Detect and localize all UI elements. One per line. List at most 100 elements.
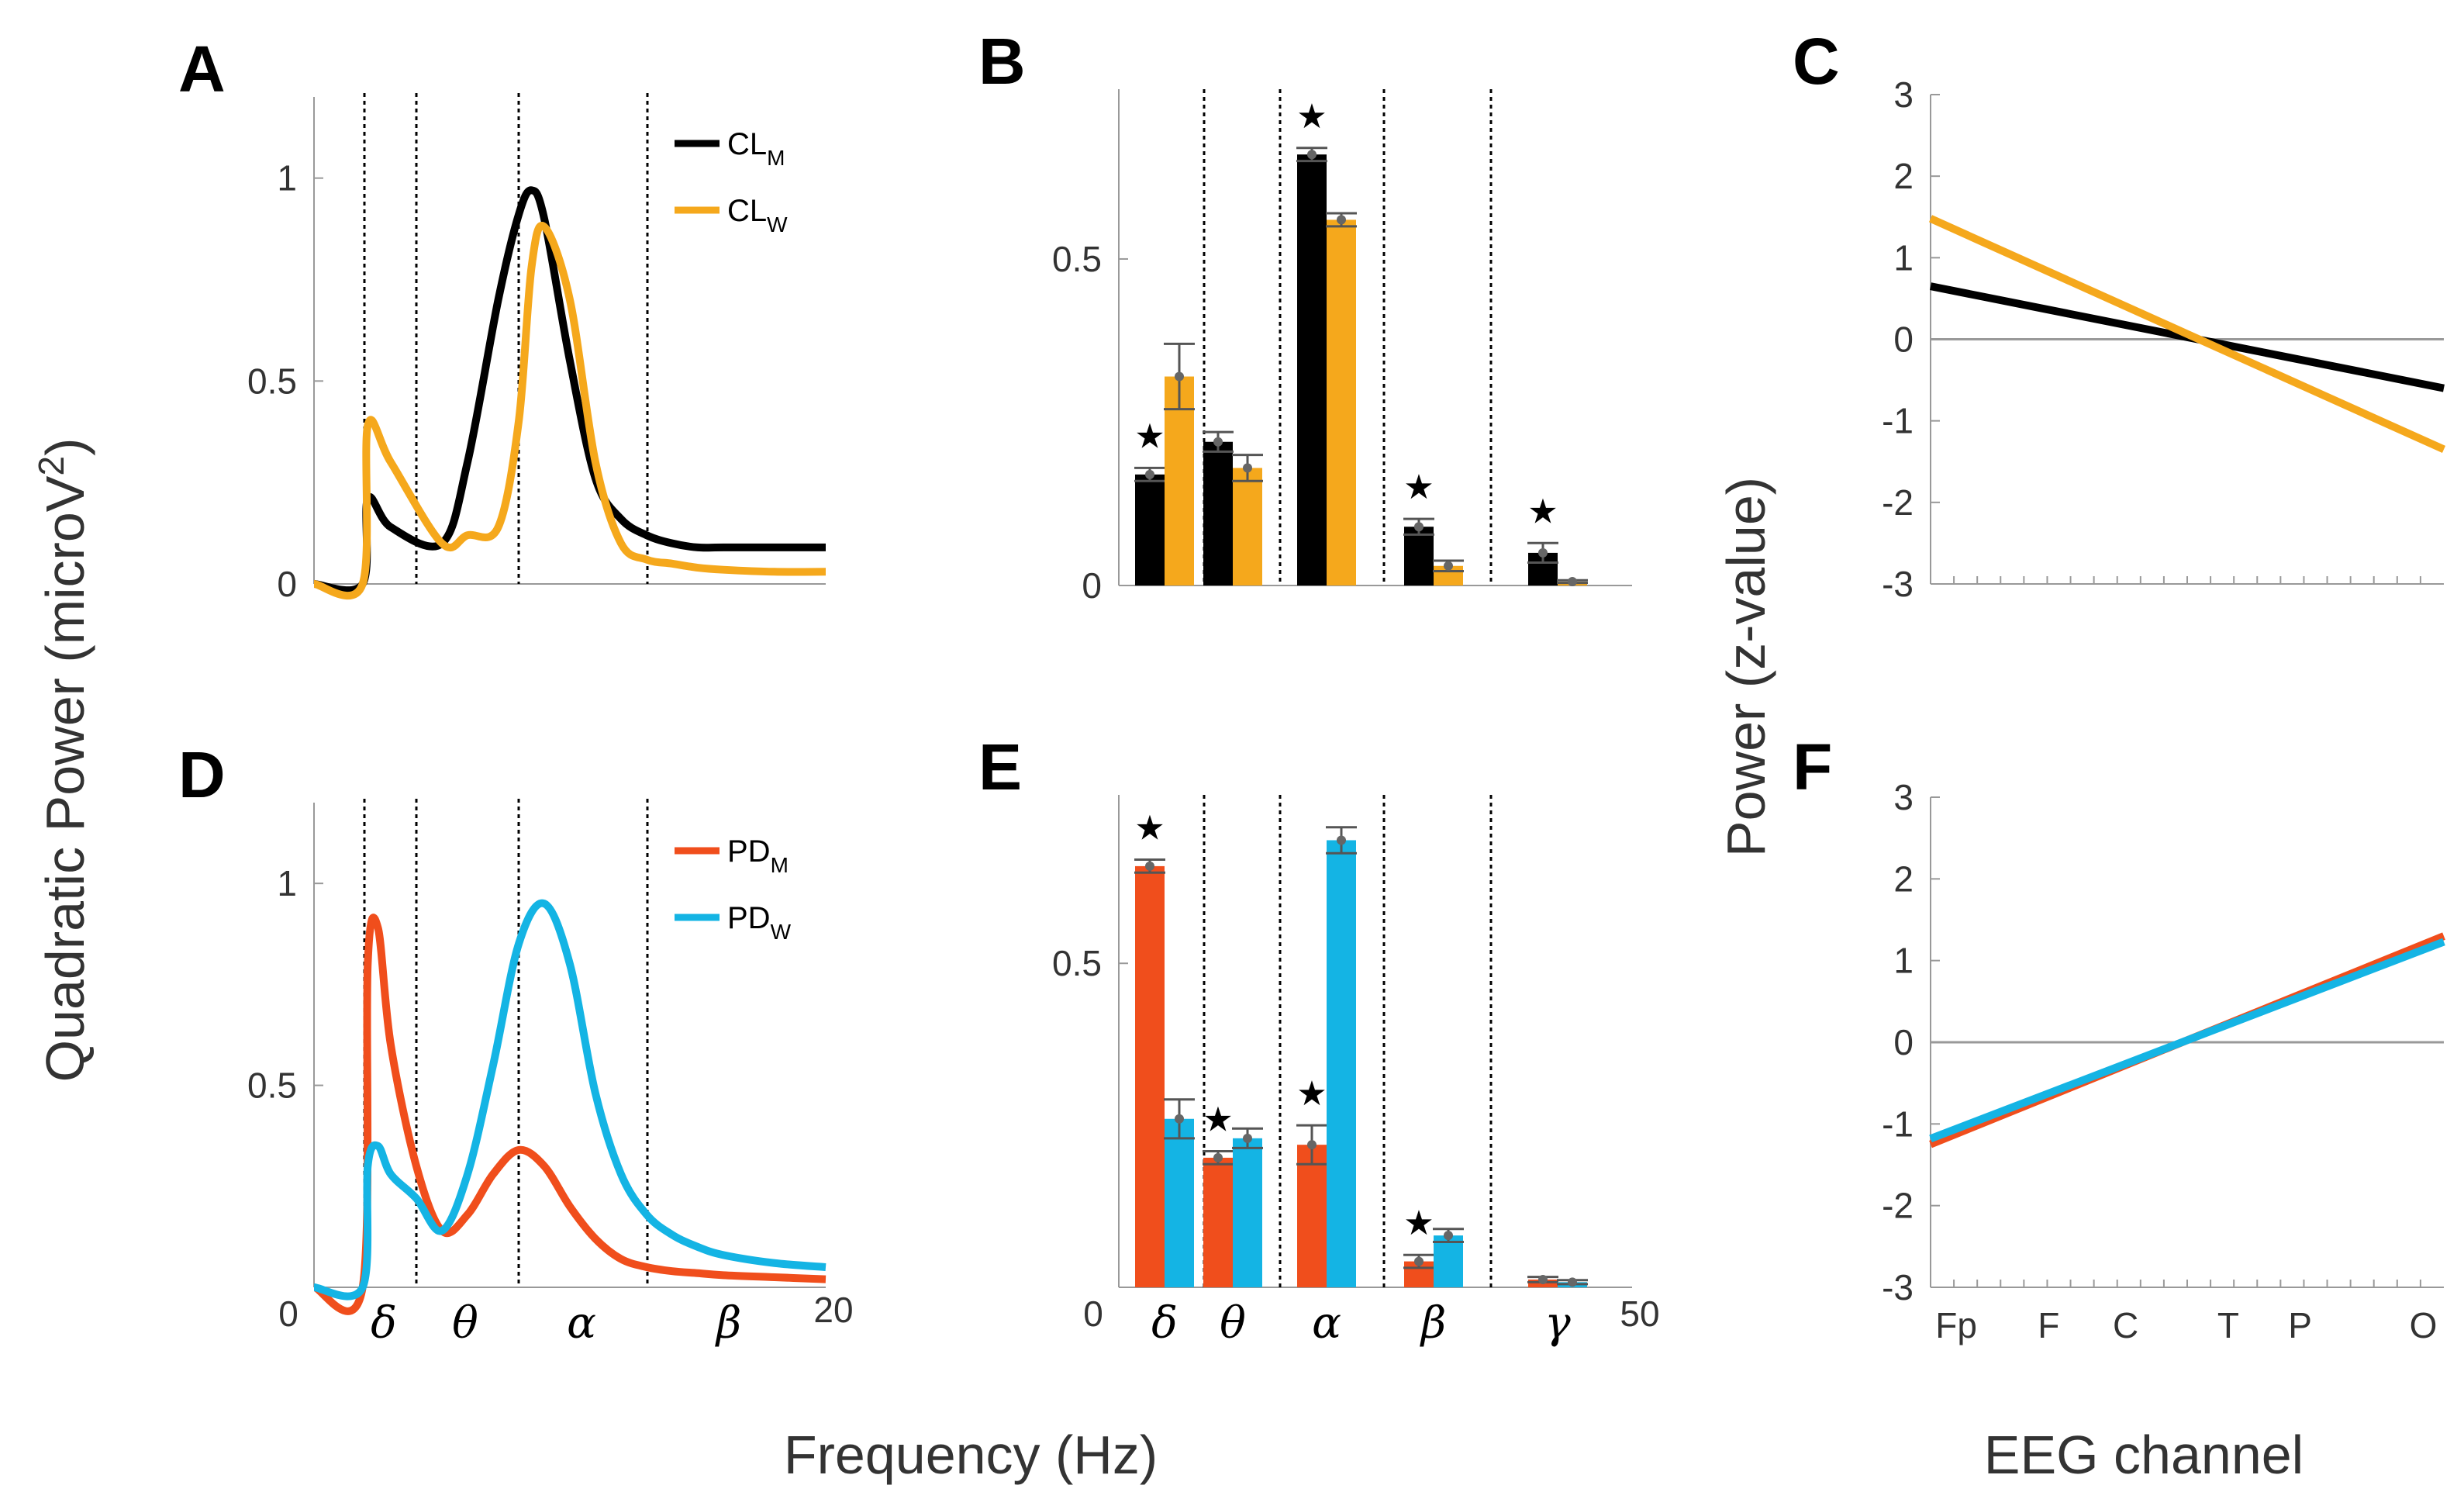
category-label-E: δ <box>1151 1298 1178 1349</box>
mean-dot-E <box>1175 1114 1184 1124</box>
mean-dot-B <box>1213 437 1223 447</box>
chart-B: B 0 0.5 ★ ★ ★ ★ <box>978 25 1632 606</box>
panel-letter-D: D <box>178 738 226 811</box>
figure-labels: Quadratic Power (microV2) Power (z-value… <box>31 438 2304 1485</box>
x-tick-label-F: T <box>2217 1305 2239 1345</box>
mean-dot-E <box>1213 1152 1223 1162</box>
category-label-E: α <box>1312 1298 1341 1349</box>
y-tick-label-A: 1 <box>277 158 297 199</box>
y-tick-label-B: 0 <box>1082 565 1102 606</box>
mean-dot-E <box>1414 1256 1424 1266</box>
mean-dot-E <box>1538 1274 1548 1284</box>
x-tick-label-F: Fp <box>1935 1305 1977 1345</box>
chart-D: D 0.5 1 PDM PDW 0 20 δ θ α β <box>178 738 854 1349</box>
x-tick-label-F: P <box>2288 1305 2312 1345</box>
mean-dot-B <box>1414 522 1424 532</box>
y-tick-label-C: 1 <box>1893 237 1914 278</box>
bar-B-CLM-3 <box>1404 527 1434 585</box>
chart-F: F -3 -2 -1 0 1 2 3 Fp F C T P O <box>1793 731 2445 1345</box>
x-tick-label-F: O <box>2410 1305 2438 1345</box>
series-line-D-PDM <box>312 914 827 1315</box>
category-label-E: β <box>1420 1298 1446 1349</box>
bar-B-CLW-1 <box>1233 468 1262 585</box>
mean-dot-B <box>1175 371 1184 382</box>
panel-letter-F: F <box>1793 731 1832 803</box>
bar-E-PDW-3 <box>1434 1235 1463 1287</box>
significance-star-B: ★ <box>1403 468 1434 507</box>
y-tick-label-B: 0.5 <box>1052 239 1102 279</box>
panel-letter-B: B <box>978 25 1026 98</box>
mean-dot-E <box>1444 1231 1453 1241</box>
significance-star-B: ★ <box>1527 492 1558 531</box>
panel-letter-A: A <box>178 33 226 105</box>
mean-dot-B <box>1538 547 1548 558</box>
significance-star-B: ★ <box>1296 97 1327 136</box>
mean-dot-B <box>1444 561 1453 571</box>
bar-E-PDW-2 <box>1327 840 1356 1287</box>
y-tick-label-D: 0.5 <box>247 1066 297 1106</box>
band-label-D: θ <box>452 1298 478 1349</box>
y-tick-label-A: 0.5 <box>247 361 297 401</box>
mean-dot-B <box>1145 469 1154 479</box>
panel-letter-C: C <box>1793 25 1840 98</box>
y-tick-label-C: 3 <box>1893 74 1914 115</box>
significance-star-E: ★ <box>1403 1204 1434 1243</box>
ylabel-right: Power (z-value) <box>1716 477 1776 857</box>
mean-dot-B <box>1568 576 1577 586</box>
x-tick-label-E: 0 <box>1083 1294 1103 1334</box>
significance-star-E: ★ <box>1134 809 1165 848</box>
x-tick-label-F: C <box>2113 1305 2138 1345</box>
y-tick-label-F: 0 <box>1893 1022 1914 1062</box>
x-tick-label-D: 20 <box>813 1290 853 1330</box>
bar-B-CLW-0 <box>1165 376 1194 585</box>
mean-dot-B <box>1307 150 1317 160</box>
xlabel-frequency: Frequency (Hz) <box>784 1425 1158 1485</box>
legend-label-D-PDM: PDM <box>727 834 789 877</box>
bar-E-PDW-1 <box>1233 1138 1262 1287</box>
series-line-F-PDW <box>1929 938 2445 1142</box>
chart-E: E 0.5 ★ δ ★ θ ★ α ★ β γ 0 50 <box>978 731 1660 1349</box>
y-tick-label-C: -2 <box>1882 482 1914 523</box>
series-line-A-CLW <box>312 222 827 599</box>
y-tick-label-C: 0 <box>1893 320 1914 360</box>
chart-A: A 0 0.5 1 CLM CLW <box>178 33 827 604</box>
y-tick-label-C: -1 <box>1882 401 1914 441</box>
mean-dot-B <box>1337 215 1346 225</box>
significance-star-E: ★ <box>1203 1100 1233 1140</box>
mean-dot-E <box>1307 1140 1317 1150</box>
y-tick-label-C: -3 <box>1882 564 1914 604</box>
legend-label-D-PDW: PDW <box>727 901 792 944</box>
bar-E-PDW-0 <box>1165 1118 1194 1287</box>
bar-B-CLM-2 <box>1297 154 1327 586</box>
y-tick-label-D: 1 <box>277 863 297 903</box>
bar-E-PDM-2 <box>1297 1145 1327 1287</box>
mean-dot-E <box>1145 861 1154 871</box>
band-label-D: δ <box>371 1298 397 1349</box>
x-tick-label-E: 50 <box>1620 1294 1659 1334</box>
y-tick-label-F: -1 <box>1882 1104 1914 1144</box>
mean-dot-E <box>1337 835 1346 845</box>
ylabel-left: Quadratic Power (microV2) <box>31 438 95 1083</box>
mean-dot-E <box>1243 1133 1252 1143</box>
bar-E-PDM-0 <box>1135 865 1165 1287</box>
y-tick-label-F: 3 <box>1893 777 1914 817</box>
significance-star-E: ★ <box>1296 1074 1327 1114</box>
chart-C: C -3 -2 -1 0 1 2 3 <box>1793 25 2446 604</box>
bar-B-CLM-0 <box>1135 474 1165 585</box>
bar-B-CLW-2 <box>1327 219 1356 585</box>
mean-dot-B <box>1243 463 1252 473</box>
category-label-E: θ <box>1220 1298 1246 1349</box>
legend-label-A-CLM: CLM <box>727 127 785 170</box>
panel-letter-E: E <box>978 731 1022 803</box>
y-tick-label-C: 2 <box>1893 156 1914 196</box>
bar-B-CLM-1 <box>1203 441 1233 585</box>
series-line-A-CLM <box>313 186 826 595</box>
significance-star-B: ★ <box>1134 416 1165 456</box>
series-line-C-CLW <box>1928 215 2446 454</box>
band-label-D: β <box>715 1298 741 1349</box>
y-tick-label-A: 0 <box>277 564 297 604</box>
y-tick-label-E: 0.5 <box>1052 943 1102 983</box>
legend-label-A-CLW: CLW <box>727 194 788 237</box>
